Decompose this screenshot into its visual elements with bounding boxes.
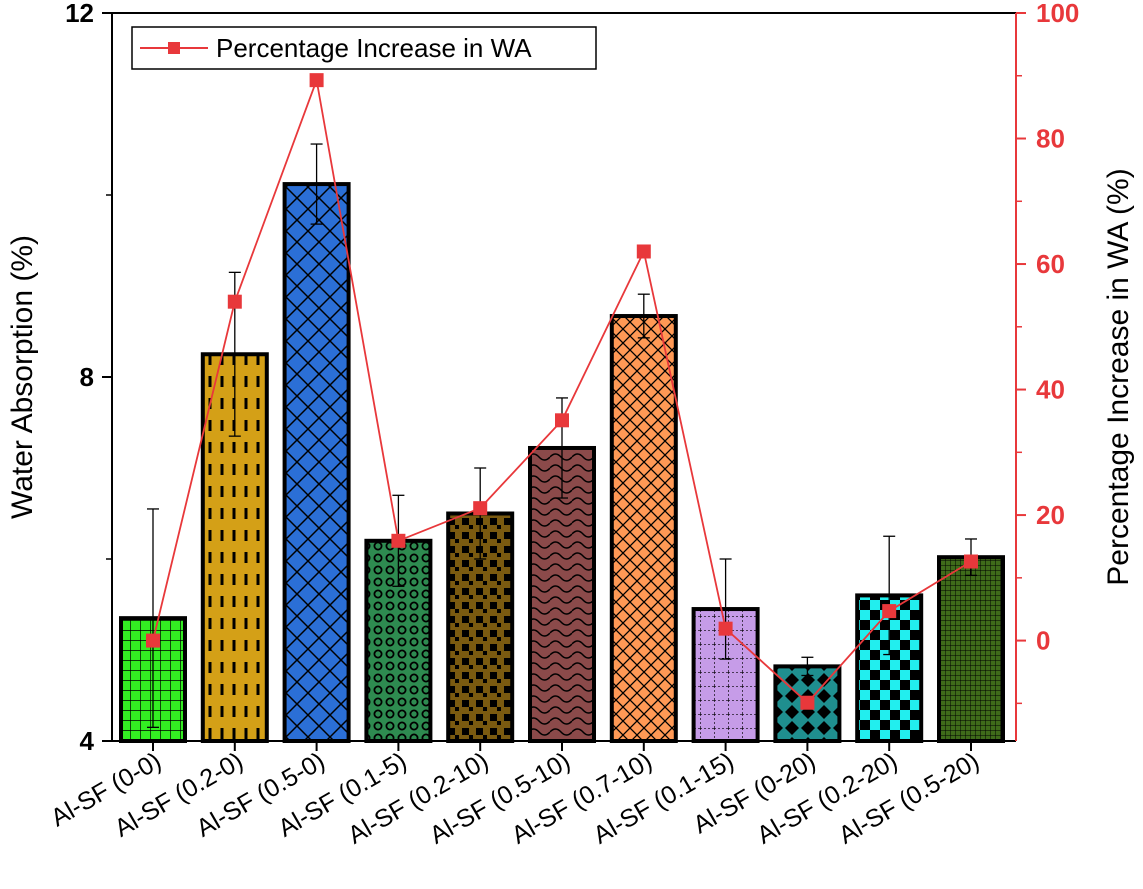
percentage-marker <box>473 501 488 516</box>
y-tick-label: 12 <box>65 0 94 28</box>
y-tick-label: 4 <box>80 726 95 756</box>
x-tick-label: Al-SF (0.5-20) <box>834 747 984 850</box>
percentage-marker <box>882 604 897 619</box>
y-axis-title-right: Percentage Increase in WA (%) <box>1102 168 1135 585</box>
y-right-tick-label: 40 <box>1036 375 1065 405</box>
right-axis-ticks: 0 20 40 60 80 100 <box>1016 0 1079 705</box>
left-axis-ticks: 4 8 12 <box>65 0 112 756</box>
bar-pattern <box>284 184 349 741</box>
y-axis-title: Water Absorption (%) <box>6 235 39 519</box>
y-right-tick-label: 20 <box>1036 500 1065 530</box>
percentage-marker <box>227 294 242 309</box>
x-axis-ticks: Al-SF (0-0)Al-SF (0.2-0)Al-SF (0.5-0)Al-… <box>46 741 984 850</box>
y-right-tick-label: 60 <box>1036 249 1065 279</box>
legend: Percentage Increase in WA <box>131 26 597 70</box>
legend-marker <box>168 42 180 54</box>
y-right-tick-label: 0 <box>1036 626 1050 656</box>
y-tick-label: 8 <box>80 362 94 392</box>
percentage-line-layer <box>146 73 978 710</box>
axes <box>111 12 1017 742</box>
bar-pattern <box>939 557 1003 741</box>
percentage-marker <box>800 695 815 710</box>
bar-pattern <box>611 316 676 741</box>
percentage-marker <box>146 633 160 648</box>
percentage-marker <box>964 554 978 569</box>
percentage-marker <box>718 621 733 636</box>
legend-box <box>131 26 597 70</box>
percentage-marker <box>555 413 569 428</box>
percentage-marker <box>636 244 651 259</box>
percentage-marker <box>309 73 324 88</box>
y-right-tick-label: 80 <box>1036 124 1065 154</box>
y-right-tick-label: 100 <box>1036 0 1079 28</box>
legend-label: Percentage Increase in WA <box>216 33 532 63</box>
percentage-marker <box>391 533 406 548</box>
